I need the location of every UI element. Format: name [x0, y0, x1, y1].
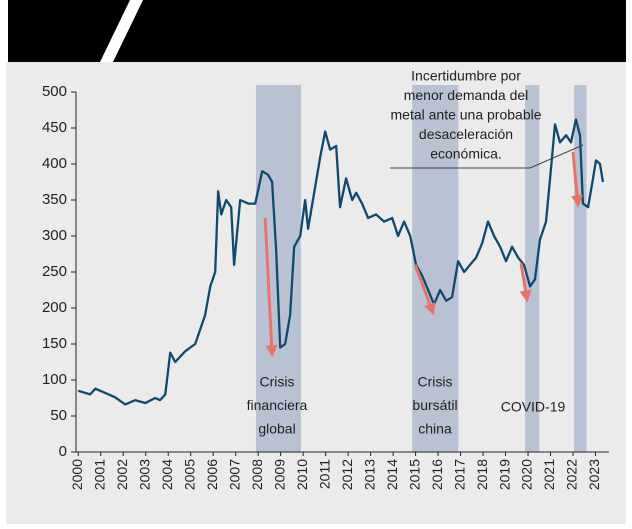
y-tick-label: 300: [42, 227, 67, 244]
x-tick-label: 2010: [294, 459, 310, 490]
annotation: global: [258, 421, 295, 437]
y-tick-label: 350: [42, 191, 67, 208]
data-line: [77, 118, 605, 406]
y-tick-label: 200: [42, 299, 67, 316]
x-tick-label: 2002: [114, 459, 130, 490]
y-tick-label: 400: [42, 155, 67, 172]
x-tick-label: 2017: [451, 459, 467, 490]
annotation: Incertidumbre por: [411, 68, 521, 84]
x-tick-label: 2023: [586, 459, 602, 490]
x-tick-label: 2004: [159, 459, 175, 490]
x-tick-label: 2009: [271, 459, 287, 490]
shaded-period: [525, 85, 540, 452]
x-tick-label: 2019: [496, 459, 512, 490]
y-tick-label: 0: [59, 443, 67, 460]
y-tick-label: 150: [42, 335, 67, 352]
leader-line: [390, 144, 584, 169]
x-tick-label: 2005: [181, 459, 197, 490]
x-tick-label: 2015: [406, 459, 422, 490]
annotation: bursátil: [412, 397, 457, 413]
x-tick-label: 2007: [226, 459, 242, 490]
arrow: [519, 263, 532, 303]
annotation: COVID-19: [501, 399, 566, 415]
annotation: desaceleración: [419, 126, 513, 142]
annotation: financiera: [247, 397, 308, 413]
arrow: [413, 264, 436, 316]
y-tick-label: 500: [42, 83, 67, 100]
shaded-period: [412, 85, 459, 452]
x-tick-label: 2014: [384, 459, 400, 490]
header-slash: [100, 0, 143, 62]
annotation: metal ante una probable: [391, 107, 542, 123]
x-tick-label: 2001: [91, 459, 107, 490]
x-tick-label: 2021: [541, 459, 557, 490]
header-band: [8, 0, 626, 62]
annotation: menor demanda del: [404, 87, 529, 103]
y-tick-label: 450: [42, 119, 67, 136]
annotation: china: [418, 421, 452, 437]
y-tick-label: 50: [50, 407, 67, 424]
x-tick-label: 2016: [429, 459, 445, 490]
x-tick-label: 2022: [564, 459, 580, 490]
x-tick-label: 2013: [361, 459, 377, 490]
y-tick-label: 250: [42, 263, 67, 280]
x-tick-label: 2020: [519, 459, 535, 490]
x-tick-label: 2000: [69, 459, 85, 490]
x-tick-label: 2003: [136, 459, 152, 490]
arrow: [571, 151, 584, 208]
x-tick-label: 2011: [316, 459, 332, 489]
x-tick-label: 2008: [249, 459, 265, 490]
x-tick-label: 2018: [474, 459, 490, 490]
arrow: [263, 217, 278, 358]
x-tick-label: 2012: [339, 459, 355, 490]
annotation: Crisis: [260, 374, 295, 390]
shaded-period: [574, 85, 587, 452]
x-tick-label: 2006: [204, 459, 220, 490]
annotation: económica.: [430, 146, 502, 162]
annotation: Crisis: [418, 374, 453, 390]
y-tick-label: 100: [42, 371, 67, 388]
